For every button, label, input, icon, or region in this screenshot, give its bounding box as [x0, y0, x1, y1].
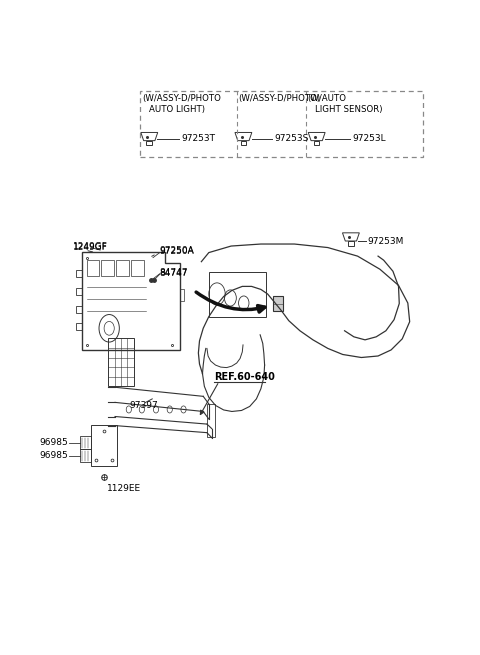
- Text: 97253M: 97253M: [367, 236, 404, 246]
- Text: (W/AUTO: (W/AUTO: [307, 94, 347, 103]
- Bar: [108, 339, 133, 386]
- Text: 97253L: 97253L: [352, 134, 385, 143]
- Text: 97253S: 97253S: [274, 134, 308, 143]
- Bar: [273, 297, 283, 310]
- Bar: [207, 404, 215, 437]
- Bar: [116, 261, 129, 276]
- Text: 97250A: 97250A: [160, 246, 194, 255]
- Bar: [76, 288, 82, 295]
- Text: AUTO LIGHT): AUTO LIGHT): [149, 105, 205, 114]
- Text: 97253T: 97253T: [181, 134, 215, 143]
- Bar: [76, 271, 82, 277]
- Text: 96985: 96985: [39, 451, 68, 460]
- Text: 97250A: 97250A: [160, 246, 194, 255]
- Text: 84747: 84747: [160, 268, 188, 277]
- Bar: [91, 424, 117, 466]
- Text: LIGHT SENSOR): LIGHT SENSOR): [315, 105, 383, 114]
- Text: (W/ASSY-D/PHOTO): (W/ASSY-D/PHOTO): [239, 94, 321, 103]
- Bar: [76, 324, 82, 330]
- Text: 1249GF: 1249GF: [73, 242, 108, 251]
- Bar: [131, 261, 144, 276]
- Text: 97397: 97397: [129, 401, 158, 410]
- Bar: [209, 272, 266, 316]
- Bar: [81, 436, 91, 449]
- Bar: [180, 289, 184, 301]
- Text: 84747: 84747: [160, 269, 188, 278]
- Text: 96985: 96985: [39, 438, 68, 447]
- Text: (W/ASSY-D/PHOTO: (W/ASSY-D/PHOTO: [142, 94, 221, 103]
- Text: 1129EE: 1129EE: [107, 484, 141, 493]
- Text: REF.60-640: REF.60-640: [215, 372, 275, 382]
- Bar: [81, 449, 91, 462]
- Text: 1249GF: 1249GF: [73, 243, 108, 252]
- Bar: [76, 306, 82, 312]
- Bar: [86, 261, 99, 276]
- Bar: [101, 261, 114, 276]
